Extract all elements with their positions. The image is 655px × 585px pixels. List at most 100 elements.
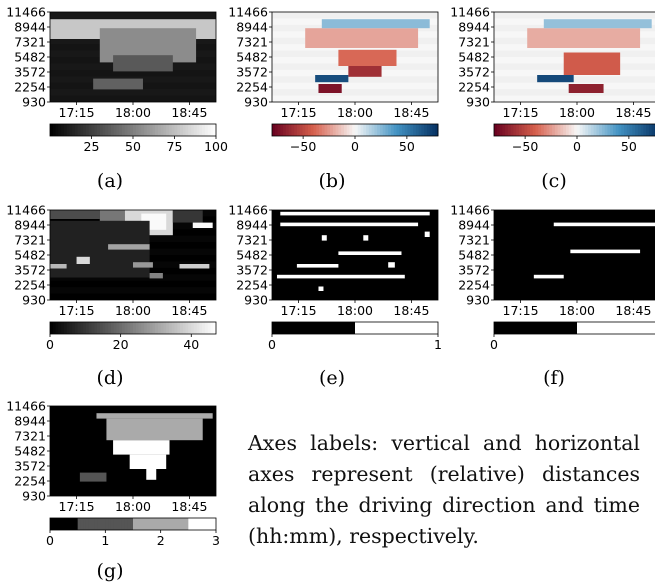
colorbar-swatch (505, 322, 509, 334)
colorbar-swatch (574, 124, 578, 136)
colorbar-swatch (560, 124, 564, 136)
heatmap-row-stripe (272, 12, 438, 19)
colorbar-swatch (166, 124, 170, 136)
colorbar-frame (49, 321, 217, 335)
colorbar-swatch (557, 322, 561, 334)
colorbar-swatch (85, 322, 90, 334)
colorbar-swatch (621, 322, 625, 334)
colorbar-swatch (516, 322, 520, 334)
colorbar-swatch (635, 124, 639, 136)
colorbar-swatch (426, 322, 431, 334)
colorbar-swatch (502, 322, 506, 334)
colorbar-swatch (108, 518, 112, 530)
colorbar-swatch (632, 124, 636, 136)
colorbar-swatch (204, 322, 209, 334)
colorbar-swatch (610, 124, 614, 136)
colorbar-swatch (50, 518, 54, 530)
colorbar-tick-label: 0 (46, 533, 54, 548)
colorbar-swatch (305, 322, 309, 334)
colorbar-swatch (305, 124, 309, 136)
colorbar-swatch (177, 322, 181, 334)
colorbar-swatch (382, 322, 386, 334)
colorbar-swatch (332, 124, 337, 136)
colorbar-swatch (349, 124, 353, 136)
colorbar-swatch (302, 124, 306, 136)
colorbar-swatch (288, 124, 292, 136)
heatmap-cell (93, 78, 143, 90)
colorbar-swatch (193, 322, 198, 334)
colorbar-tick-label: 1 (434, 337, 442, 352)
colorbar-swatch (135, 322, 140, 334)
colorbar-swatch (157, 124, 162, 136)
colorbar-swatch (127, 124, 131, 136)
colorbar-swatch (496, 124, 501, 136)
colorbar-swatch (121, 124, 126, 136)
heatmap-cell (276, 274, 405, 279)
colorbar-swatch (415, 322, 420, 334)
heatmap-cell (527, 28, 641, 48)
colorbar-frame (493, 321, 655, 335)
colorbar-swatch (324, 322, 328, 334)
colorbar-swatch (543, 322, 548, 334)
colorbar-swatch (643, 322, 647, 334)
colorbar-swatch (615, 322, 619, 334)
colorbar-swatch (327, 124, 331, 136)
heatmap-cell (553, 222, 655, 227)
colorbar-swatch (277, 322, 281, 334)
colorbar-swatch (138, 124, 142, 136)
colorbar-swatch (415, 124, 420, 136)
colorbar-swatch (319, 322, 323, 334)
colorbar-swatch (61, 124, 65, 136)
colorbar-swatch (210, 322, 214, 334)
colorbar-swatch (582, 322, 586, 334)
colorbar-swatch (319, 124, 323, 136)
colorbar-swatch (210, 124, 214, 136)
colorbar-swatch (174, 124, 178, 136)
colorbar-swatch (119, 124, 123, 136)
heatmap-cell (338, 251, 402, 255)
y-tick-label: 7321 (14, 429, 46, 444)
colorbar-swatch (163, 322, 167, 334)
colorbar-swatch (119, 322, 123, 334)
y-tick-label: 5482 (458, 248, 490, 263)
colorbar-swatch (324, 124, 328, 136)
y-tick-label: 8944 (14, 20, 46, 35)
colorbar-swatch (55, 518, 59, 530)
colorbar-swatch (563, 124, 567, 136)
y-tick-label: 3572 (458, 263, 490, 278)
colorbar-swatch (196, 518, 200, 530)
colorbar-swatch (213, 124, 217, 136)
colorbar-swatch (355, 124, 359, 136)
colorbar-swatch (160, 322, 164, 334)
colorbar-swatch (152, 518, 156, 530)
colorbar-swatch (152, 124, 156, 136)
colorbar-swatch (105, 124, 109, 136)
heatmap-cell (50, 210, 100, 219)
caption-f: (f) (543, 367, 565, 389)
colorbar-tick-label: 1 (101, 533, 109, 548)
colorbar-swatch (207, 322, 211, 334)
colorbar-swatch (538, 124, 542, 136)
colorbar-swatch (390, 124, 395, 136)
colorbar-swatch (421, 322, 425, 334)
colorbar-swatch (199, 518, 203, 530)
colorbar-swatch (185, 518, 189, 530)
colorbar-swatch (565, 322, 570, 334)
colorbar-swatch (535, 322, 539, 334)
colorbar-swatch (637, 322, 642, 334)
colorbar-swatch (99, 518, 104, 530)
colorbar-swatch (102, 322, 106, 334)
colorbar-swatch (204, 518, 209, 530)
colorbar-swatch (552, 124, 556, 136)
colorbar-swatch (377, 124, 381, 136)
colorbar-swatch (50, 322, 54, 334)
x-tick-label: 18:00 (115, 499, 151, 514)
y-tick-label: 8944 (458, 218, 490, 233)
colorbar-swatch (374, 124, 378, 136)
colorbar-swatch (155, 124, 159, 136)
caption-g: (g) (96, 560, 124, 582)
heatmap-cell (363, 235, 369, 241)
colorbar-swatch (418, 124, 422, 136)
